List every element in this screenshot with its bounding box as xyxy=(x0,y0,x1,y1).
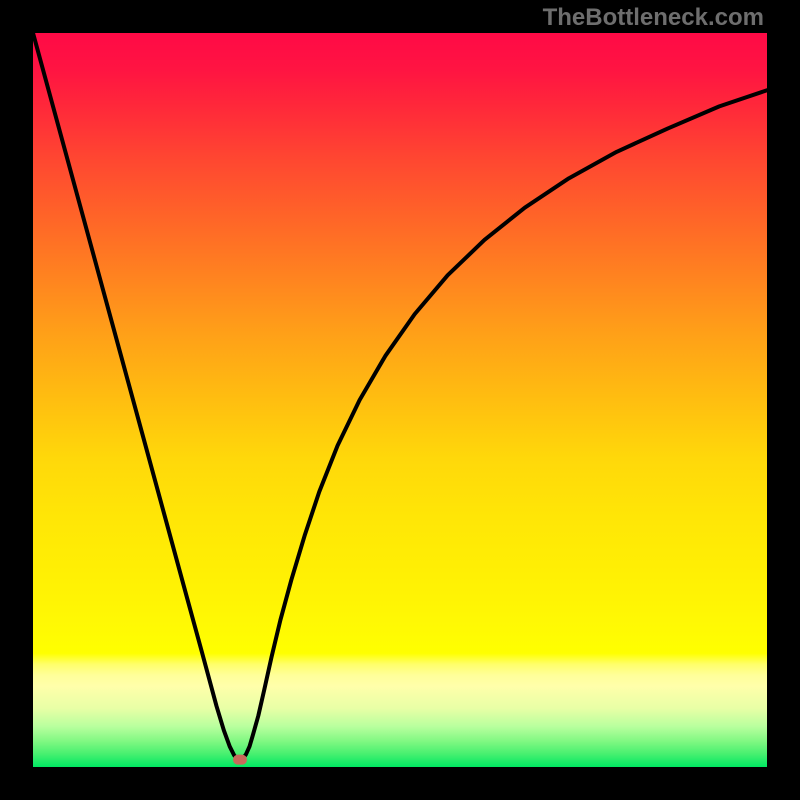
chart-svg xyxy=(33,33,767,767)
watermark-text: TheBottleneck.com xyxy=(543,4,764,32)
gradient-background xyxy=(33,33,767,767)
minimum-marker xyxy=(233,755,247,765)
plot-area xyxy=(33,33,767,767)
